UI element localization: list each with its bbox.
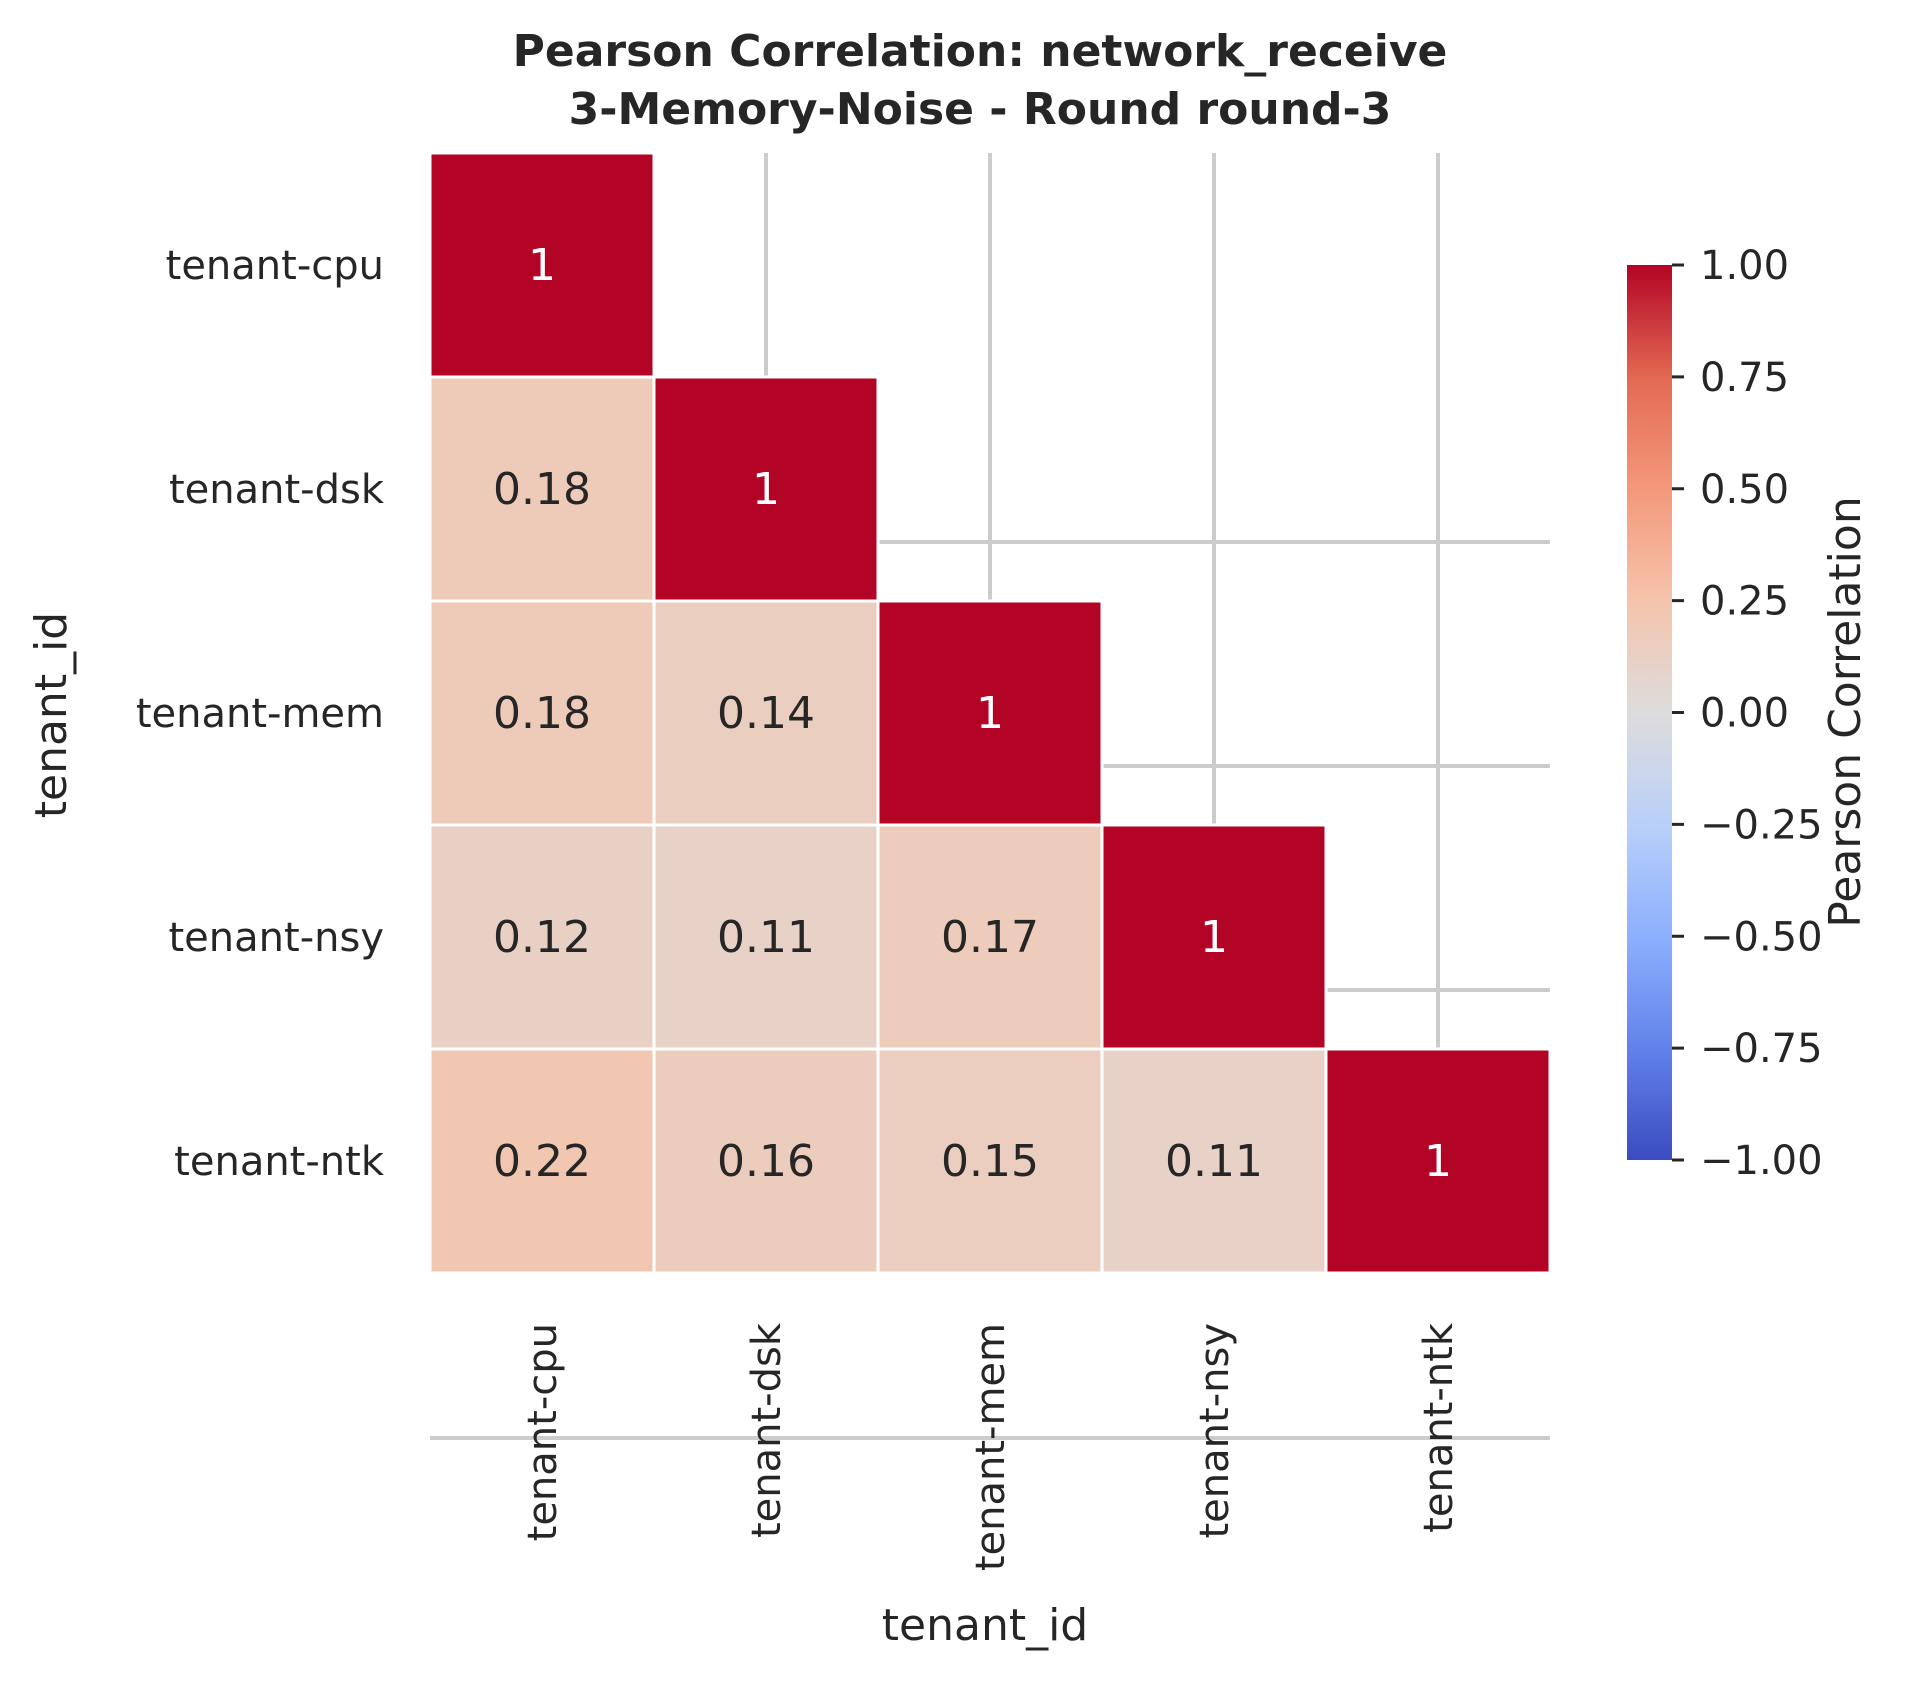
cell-value-label: 0.11 <box>717 912 815 963</box>
colorbar-tick-label: −0.25 <box>1700 802 1823 848</box>
chart-subtitle: 3-Memory-Noise - Round round-3 <box>569 84 1392 135</box>
x-tick-label: tenant-ntk <box>1416 1322 1462 1533</box>
y-tick-label: tenant-nsy <box>169 915 385 961</box>
cell-value-label: 0.16 <box>717 1136 815 1187</box>
heatmap-cell <box>652 599 880 827</box>
heatmap-cell <box>428 151 656 379</box>
heatmap-cell <box>876 1047 1104 1275</box>
heatmap-cell <box>428 375 656 603</box>
cell-value-label: 0.17 <box>941 912 1039 963</box>
cell-value-label: 0.11 <box>1165 1136 1263 1187</box>
colorbar-tick-label: 0.00 <box>1700 691 1789 737</box>
heatmap-cell <box>428 823 656 1051</box>
x-tick-label: tenant-cpu <box>520 1323 566 1541</box>
colorbar-tick-label: 0.25 <box>1700 579 1789 625</box>
colorbar-tick-label: −0.75 <box>1700 1026 1823 1072</box>
colorbar-ticks: 1.00 0.75 0.50 0.25 0.00 −0.25 −0.50 −0.75 −1.00 <box>1672 243 1823 1184</box>
x-tick-labels: tenant-cpu tenant-dsk tenant-mem tenant-nsy… <box>520 1322 1462 1571</box>
cell-value-label: 0.18 <box>493 464 591 515</box>
heatmap-cell <box>876 823 1104 1051</box>
heatmap-cell <box>428 599 656 827</box>
heatmap-cell <box>1100 823 1328 1051</box>
colorbar-gradient <box>1627 265 1672 1160</box>
colorbar-tick-label: −0.50 <box>1700 914 1823 960</box>
y-tick-label: tenant-ntk <box>174 1139 385 1185</box>
cell-value-label: 0.15 <box>941 1136 1039 1187</box>
colorbar-label: Pearson Correlation <box>1820 496 1871 927</box>
heatmap-cell <box>1324 1047 1552 1275</box>
colorbar-tick-label: 0.50 <box>1700 467 1789 513</box>
cell-value-label: 0.18 <box>493 688 591 739</box>
x-tick-label: tenant-nsy <box>1192 1323 1238 1539</box>
y-tick-label: tenant-dsk <box>169 467 385 513</box>
cell-value-label: 1 <box>976 688 1004 739</box>
heatmap-cell <box>1100 1047 1328 1275</box>
y-tick-label: tenant-cpu <box>166 243 384 289</box>
cell-value-label: 1 <box>752 464 780 515</box>
cell-value-label: 1 <box>1424 1136 1452 1187</box>
heatmap-cell <box>652 1047 880 1275</box>
x-tick-label: tenant-mem <box>968 1323 1014 1571</box>
colorbar-tick-label: 0.75 <box>1700 355 1789 401</box>
heatmap-cell <box>428 1047 656 1275</box>
heatmap-cells: 1 0.18 1 0.18 0.14 1 0.12 0.11 0.17 1 0.22 0.16 0.15… <box>428 151 1552 1275</box>
cell-value-label: 0.22 <box>493 1136 591 1187</box>
cell-value-label: 0.14 <box>717 688 815 739</box>
cell-value-label: 1 <box>1200 912 1228 963</box>
y-tick-labels: tenant-cpu tenant-dsk tenant-mem tenant-nsy… <box>136 243 385 1185</box>
x-tick-label: tenant-dsk <box>744 1322 790 1538</box>
y-tick-label: tenant-mem <box>136 691 384 737</box>
colorbar-tick-label: −1.00 <box>1700 1138 1823 1184</box>
colorbar-tick-label: 1.00 <box>1700 243 1789 289</box>
heatmap-cell <box>876 599 1104 827</box>
cell-value-label: 1 <box>528 240 556 291</box>
y-axis-label: tenant_id <box>26 612 77 818</box>
colorbar: 1.00 0.75 0.50 0.25 0.00 −0.25 −0.50 −0.75 −1.00… <box>1627 243 1871 1184</box>
x-axis-label: tenant_id <box>882 1600 1088 1651</box>
chart-title: Pearson Correlation: network_receive <box>513 26 1448 77</box>
cell-value-label: 0.12 <box>493 912 591 963</box>
